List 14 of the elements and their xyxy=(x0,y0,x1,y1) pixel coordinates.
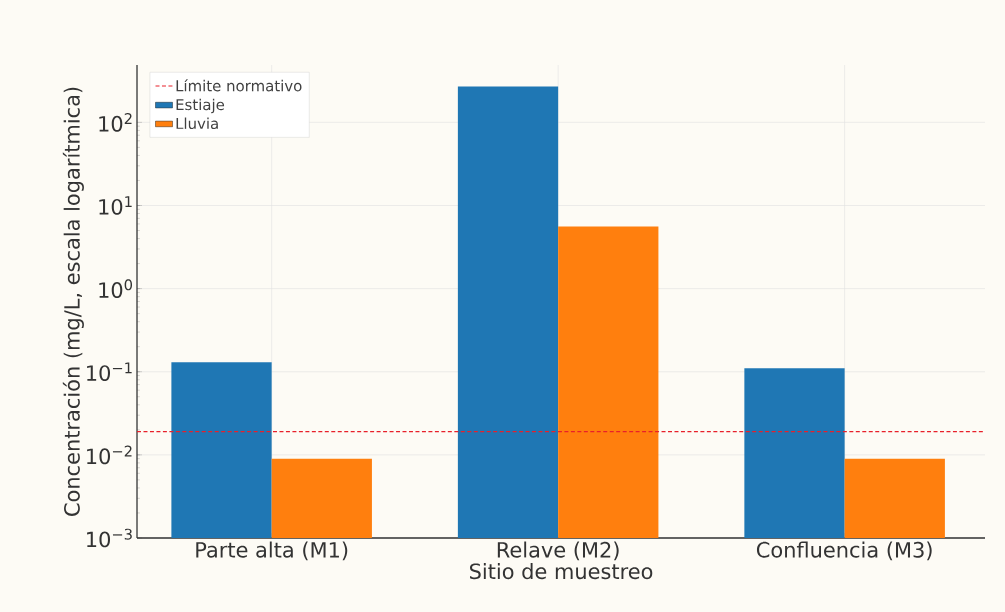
y-tick-label: 10$^{−3}$ xyxy=(87,528,132,548)
y-axis-title: Concentración (mg/L, escala logarítmica) xyxy=(62,87,84,516)
y-tick-label: 10$^{−1}$ xyxy=(87,362,132,381)
legend-label: Estiaje xyxy=(176,98,225,114)
x-tick-label: Parte alta (M1) xyxy=(196,541,348,561)
y-tick-label: 10$^{1}$ xyxy=(99,196,132,215)
x-tick-label: Confluencia (M3) xyxy=(756,541,932,561)
x-axis-title: Sitio de muestreo xyxy=(469,563,653,580)
y-tick-label: 10$^{0}$ xyxy=(99,279,133,298)
y-tick-label: 10$^{2}$ xyxy=(99,113,132,132)
y-tick-label: 10$^{−2}$ xyxy=(87,445,132,465)
legend-label: Lluvia xyxy=(176,117,218,130)
legend-label: Límite normativo xyxy=(176,79,302,92)
x-tick-label: Relave (M2) xyxy=(497,541,619,561)
